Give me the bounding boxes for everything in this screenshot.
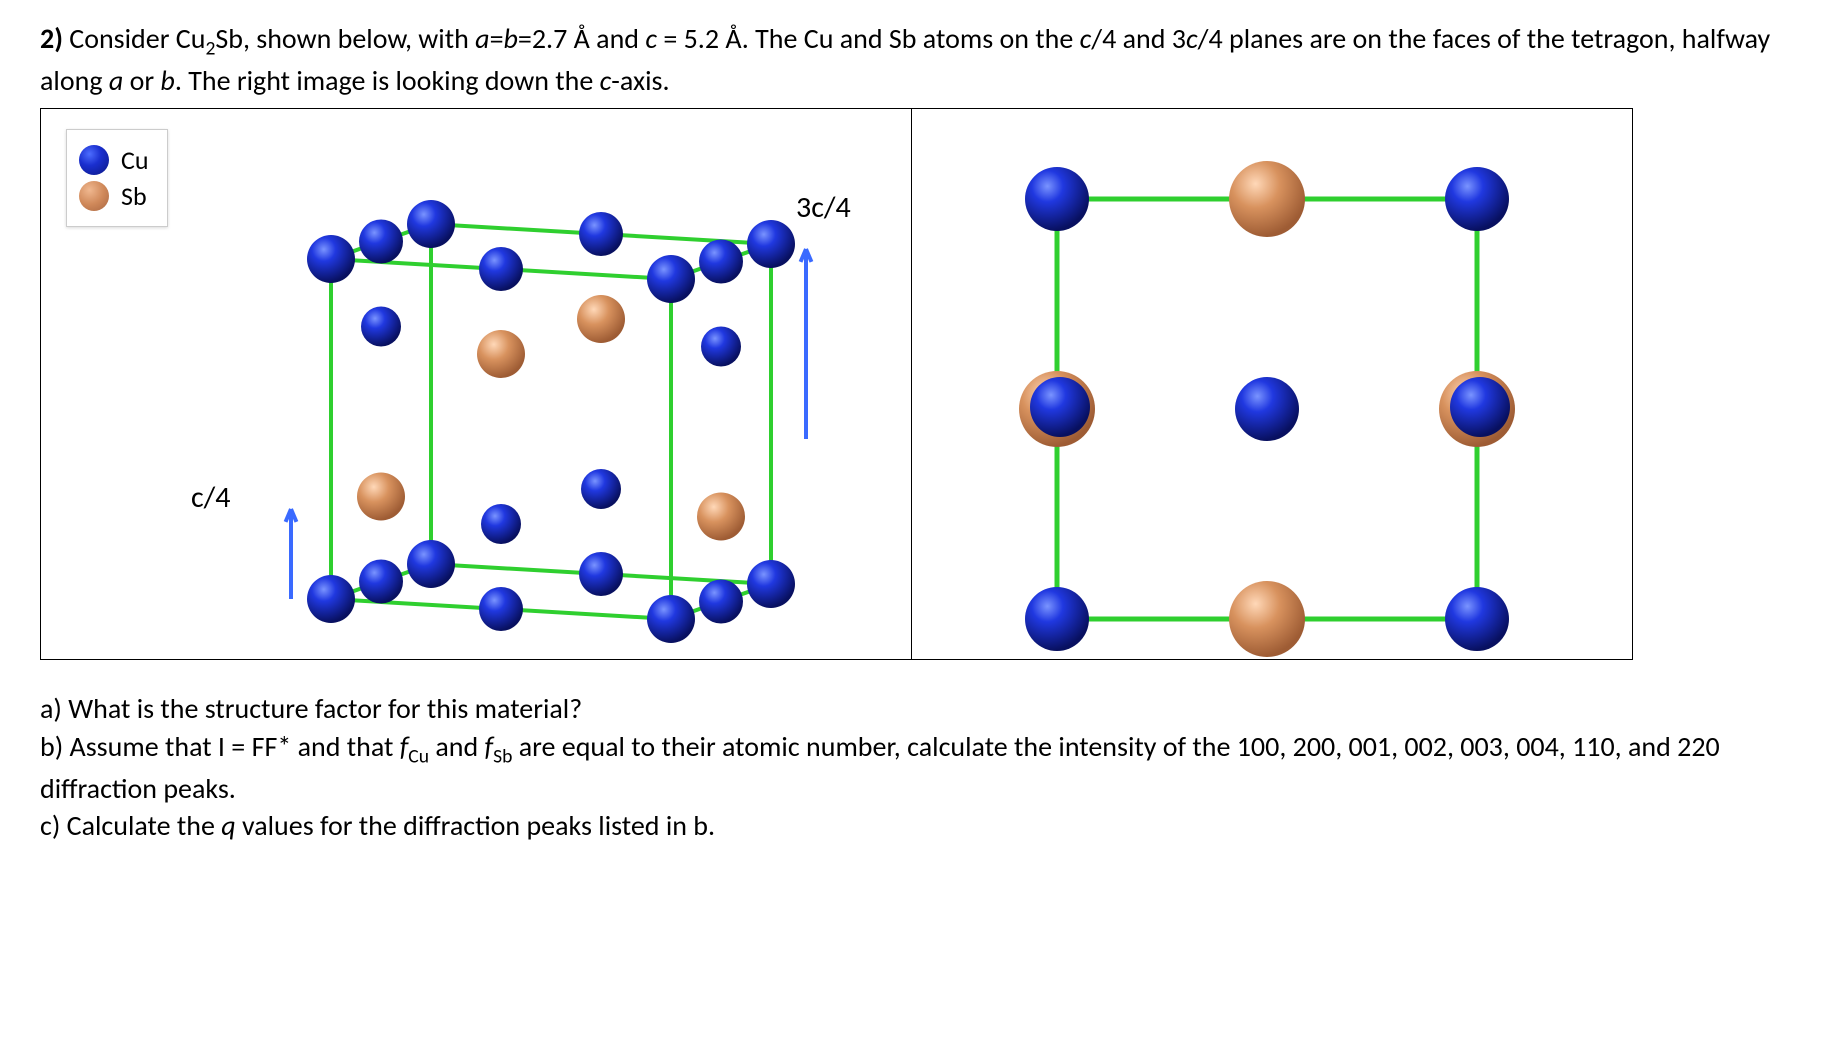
figure-3d-unit-cell: Cu Sb c/4 3c/4 — [40, 108, 912, 660]
question-b: b) Assume that I = FF* and that fCu and … — [40, 728, 1805, 808]
legend-sb-label: Sb — [121, 180, 147, 212]
legend-cu-label: Cu — [121, 144, 149, 176]
problem-number: 2) — [40, 21, 63, 56]
legend-cu: Cu — [79, 144, 149, 176]
unit-cell-3d-svg — [41, 109, 911, 659]
sb-sphere-icon — [79, 181, 109, 211]
question-c: c) Calculate the q values for the diffra… — [40, 807, 1805, 845]
unit-cell-topview-svg — [912, 109, 1632, 659]
cu-sphere-icon — [79, 145, 109, 175]
legend-sb: Sb — [79, 180, 149, 212]
figure-container: Cu Sb c/4 3c/4 — [40, 108, 1805, 660]
label-3c4: 3c/4 — [796, 189, 851, 226]
label-c4: c/4 — [191, 479, 230, 516]
figure-top-view — [912, 108, 1633, 660]
legend-box: Cu Sb — [66, 129, 168, 227]
problem-statement: 2) Consider Cu2Sb, shown below, with a=b… — [40, 20, 1805, 100]
questions: a) What is the structure factor for this… — [40, 690, 1805, 845]
question-a: a) What is the structure factor for this… — [40, 690, 1805, 728]
